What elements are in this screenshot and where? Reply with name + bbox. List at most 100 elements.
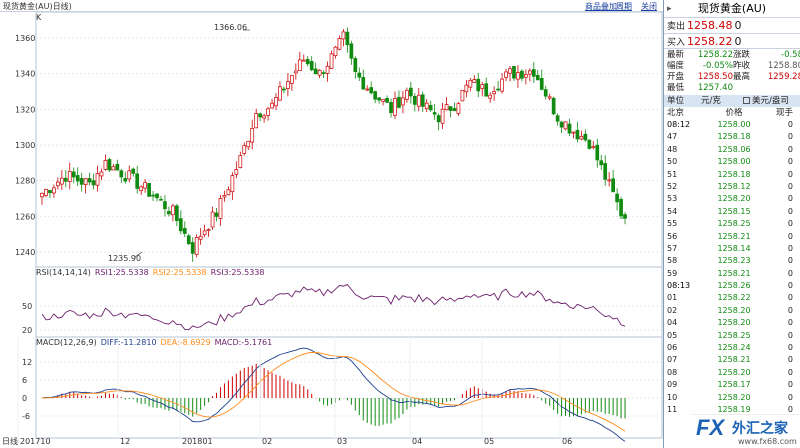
candle-body	[135, 173, 140, 189]
candle-body	[460, 89, 465, 102]
tick-list[interactable]: 08:12 1258.00 0 47 1258.18 0 48 1258.06 0 50 1258.…	[664, 119, 800, 416]
candle-body	[440, 108, 445, 124]
macd-header: MACD(12,26,9) DIFF:-11.2810 DEA:-8.6929 MAC…	[36, 338, 276, 347]
rsi-y-tick: 50	[22, 302, 32, 311]
candle-body	[313, 68, 318, 75]
unit-alt[interactable]: 美元/盎司	[743, 95, 789, 107]
candle-body	[190, 242, 195, 254]
tick-time: 50	[667, 157, 678, 167]
candle-body	[44, 188, 48, 196]
tick-price: 1258.25	[717, 330, 751, 340]
tick-time: 48	[667, 144, 678, 154]
candle-body	[508, 68, 512, 74]
tick-volume: 0	[787, 243, 793, 253]
tick-time: 01	[667, 293, 678, 303]
tick-price: 1258.20	[717, 367, 751, 377]
macd-y-tick: 6	[22, 376, 27, 385]
macd-y-tick: 12	[22, 358, 32, 367]
candle-body	[428, 104, 433, 111]
candle-body	[385, 97, 389, 103]
tick-time: 04	[667, 318, 678, 328]
buy-price: 1258.22	[687, 35, 733, 48]
tick-time: 52	[667, 181, 678, 191]
sell-row: 卖出 1258.48 0	[664, 18, 800, 33]
candle-body	[194, 237, 199, 255]
candle-body	[175, 205, 179, 222]
sell-price: 1258.48	[687, 19, 733, 32]
checkbox-icon[interactable]	[743, 97, 750, 104]
tick-time: 56	[667, 231, 678, 241]
chart-area[interactable]: 1360 1340 1320 1300 1280 1260 1240 1366.06 1235.…	[0, 0, 663, 448]
candle-body	[87, 178, 92, 183]
x-axis-label: 12	[120, 437, 130, 446]
tick-volume: 0	[787, 305, 793, 315]
x-axis-label: 201710	[20, 437, 51, 446]
rsi-line	[41, 283, 626, 331]
candle-body	[496, 88, 500, 91]
x-axis-label: 201801	[182, 437, 213, 446]
buy-volume: 0	[734, 35, 742, 48]
candle-body	[99, 171, 104, 177]
candle-body	[424, 102, 429, 109]
tick-price: 1258.21	[717, 355, 751, 365]
tick-row: 48 1258.06 0	[664, 144, 800, 156]
tick-row: 06 1258.24 0	[664, 342, 800, 354]
candle-body	[274, 97, 278, 107]
rsi-header: RSI(14,14,14) RSI1:25.5338 RSI2:25.5338 RSI…	[36, 268, 269, 277]
stat-value: 1258.50	[697, 72, 733, 82]
candle-body	[278, 86, 282, 101]
x-axis-label: 04	[412, 437, 422, 446]
tick-row: 55 1258.25 0	[664, 218, 800, 230]
tick-volume: 0	[787, 120, 793, 129]
low-pointer	[134, 251, 143, 258]
candle-body	[155, 193, 159, 199]
candle-body	[103, 160, 108, 170]
close-link[interactable]: 关闭	[641, 2, 657, 11]
candle-body	[535, 74, 540, 81]
candle-body	[290, 75, 294, 84]
candle-body	[305, 59, 310, 65]
candle-body	[527, 70, 532, 75]
tick-volume: 0	[787, 404, 793, 414]
product-overlay-link[interactable]: 商品叠加	[585, 2, 617, 11]
candle-body	[286, 81, 290, 89]
candle-body	[547, 96, 552, 99]
unit-label: 单位	[667, 96, 685, 106]
candle-body	[83, 178, 88, 186]
quote-title-bar: ▸ 现货黄金(AU)	[664, 0, 800, 18]
tick-time: 47	[667, 132, 678, 142]
dea-value: DEA:-8.6929	[160, 338, 211, 347]
candle-body	[262, 115, 266, 119]
candle-body	[623, 214, 627, 219]
tick-row: 52 1258.12 0	[664, 181, 800, 193]
candle-body	[91, 180, 96, 186]
quote-panel: ▸ 现货黄金(AU) 卖出 1258.48 0 买入 1258.22 0 最新 1258.…	[663, 0, 800, 448]
tick-price: 1258.20	[717, 318, 751, 328]
tick-volume: 0	[787, 367, 793, 377]
period-link[interactable]: 周期	[616, 2, 632, 11]
candle-body	[512, 66, 516, 79]
tick-row: 05 1258.25 0	[664, 330, 800, 342]
candle-body	[325, 65, 330, 74]
candle-body	[107, 159, 112, 171]
candle-body	[492, 91, 496, 95]
candle-body	[563, 121, 568, 130]
stat-value: -0.58	[781, 50, 800, 60]
diff-line	[41, 347, 626, 442]
candle-body	[432, 112, 437, 115]
chart-canvas[interactable]: 13601340132013001280126012401366.061235.…	[0, 0, 663, 448]
candle-body	[444, 104, 449, 111]
tick-price: 1258.15	[717, 206, 751, 216]
tick-volume: 0	[787, 293, 793, 303]
col-time: 北京	[667, 108, 685, 118]
col-volume: 现手	[775, 108, 793, 118]
rsi1-value: RSI1:25.5338	[94, 268, 149, 277]
tick-price: 1258.25	[717, 219, 751, 229]
collapse-icon[interactable]: ▸	[667, 4, 672, 14]
candle-body	[131, 168, 136, 174]
unit-value[interactable]: 元/克	[701, 96, 721, 106]
candle-body	[246, 140, 251, 148]
tick-row: 53 1258.20 0	[664, 193, 800, 205]
candle-body	[405, 89, 409, 100]
